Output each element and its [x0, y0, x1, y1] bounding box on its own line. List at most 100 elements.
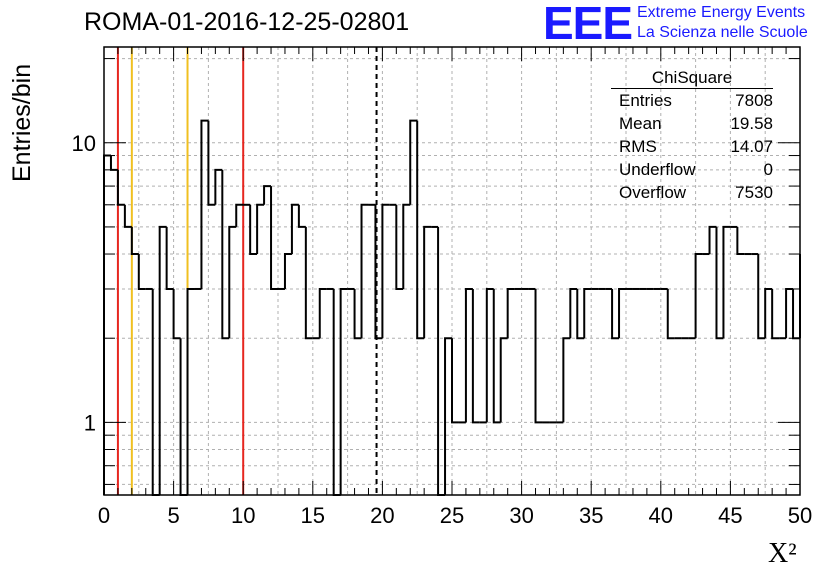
x-tick-label: 25 [440, 503, 464, 528]
x-tick-label: 35 [579, 503, 603, 528]
histogram-bin [235, 203, 244, 227]
histogram-bin [771, 288, 780, 340]
histogram-bin [172, 288, 181, 340]
histogram-bin [618, 287, 626, 339]
histogram-bin [360, 203, 369, 339]
histogram-bin [785, 287, 794, 339]
histogram-bin [130, 226, 139, 256]
x-tick-label: 50 [788, 503, 812, 528]
histogram-bin [464, 287, 473, 423]
histogram-bin [451, 338, 459, 424]
histogram-bin [137, 254, 146, 290]
histogram-bin [165, 226, 174, 290]
histogram-bin [318, 287, 327, 339]
stats-row-overflow: Overflow 7530 [611, 181, 773, 204]
histogram-bin [694, 253, 703, 339]
x-tick-label: 5 [167, 503, 179, 528]
y-axis-label: Entries/bin [8, 63, 36, 182]
histogram-bin [304, 226, 313, 340]
histogram-bin [764, 287, 773, 339]
stats-label: Entries [619, 91, 672, 110]
x-tick-label: 30 [509, 503, 533, 528]
eee-logo: EEE [543, 0, 633, 49]
y-tick-label: 10 [72, 131, 96, 156]
histogram-bin [499, 337, 508, 423]
histogram-bin [736, 226, 745, 256]
stats-value: 0 [763, 160, 773, 179]
histogram-bin [534, 288, 543, 424]
stats-value: 7530 [735, 183, 773, 202]
histogram-bin [179, 338, 188, 496]
histogram-bin [562, 337, 571, 423]
histogram-bin [792, 288, 800, 340]
x-tick-label: 20 [370, 503, 394, 528]
histogram-bin [339, 287, 348, 495]
x-axis-label: X² [768, 538, 797, 569]
histogram-bin [228, 225, 237, 339]
stats-value: 7808 [735, 91, 773, 110]
stats-row-entries: Entries 7808 [611, 89, 773, 112]
histogram-bin [416, 120, 425, 340]
histogram-bin [569, 287, 578, 339]
histogram-bin [158, 225, 167, 495]
histogram-bin [576, 288, 585, 340]
histogram-bin [353, 288, 362, 340]
chart-title: ROMA-01-2016-12-25-02801 [84, 8, 410, 36]
histogram-bin [395, 204, 404, 290]
histogram-bin [757, 254, 766, 340]
logo-caption: Extreme Energy Events La Scienza nelle S… [637, 3, 808, 43]
logo-line-2: La Scienza nelle Scuole [637, 24, 808, 41]
histogram-bin [332, 288, 341, 496]
x-tick-label: 15 [301, 503, 325, 528]
histogram-bin [186, 287, 195, 495]
stats-box: ChiSquare Entries 7808 Mean 19.58 RMS 14… [611, 66, 773, 204]
histogram-bin [402, 203, 411, 289]
histogram-bin [485, 287, 494, 423]
histogram-bin [214, 168, 223, 205]
histogram-bin [381, 203, 390, 339]
x-tick-label: 40 [649, 503, 673, 528]
histogram-bin [611, 288, 620, 340]
histogram-bin [151, 288, 160, 496]
histogram-bin [103, 154, 111, 495]
histogram-bin [116, 169, 125, 206]
histogram-bin [290, 203, 299, 255]
histogram-bin [492, 288, 501, 424]
histogram-bin [249, 204, 258, 256]
histogram-bin [200, 119, 209, 289]
histogram-bin [666, 288, 675, 340]
stats-label: Mean [619, 114, 662, 133]
x-tick-label: 0 [98, 503, 110, 528]
x-tick-label: 10 [231, 503, 255, 528]
histogram-bin [221, 169, 230, 340]
stats-value: 19.58 [730, 114, 773, 133]
x-tick-label: 45 [718, 503, 742, 528]
histogram-bin [437, 226, 446, 496]
stats-value: 14.07 [730, 137, 773, 156]
histogram-bin [297, 204, 306, 228]
histogram-bin [444, 337, 452, 495]
histogram-bin [715, 226, 724, 340]
histogram-bin [270, 186, 278, 290]
histogram-bin [471, 288, 480, 424]
stats-row-underflow: Underflow 0 [611, 158, 773, 181]
stats-row-mean: Mean 19.58 [611, 112, 773, 135]
histogram-bin [263, 185, 272, 205]
logo-line-1: Extreme Energy Events [637, 4, 806, 21]
histogram-bin [708, 225, 717, 255]
histogram-bin [207, 120, 216, 206]
histogram-bin [722, 225, 731, 339]
histogram-bin [256, 203, 265, 255]
stats-title: ChiSquare [651, 68, 733, 87]
histogram-bin [374, 204, 383, 340]
stats-separator [611, 88, 773, 89]
stats-label: RMS [619, 137, 657, 156]
histogram-bin [423, 225, 432, 339]
stats-row-rms: RMS 14.07 [611, 135, 773, 158]
histogram-bin [583, 287, 592, 339]
histogram-bin [409, 119, 418, 205]
histogram-bin [283, 253, 292, 289]
histogram-bin [123, 204, 132, 228]
stats-label: Underflow [619, 160, 696, 179]
